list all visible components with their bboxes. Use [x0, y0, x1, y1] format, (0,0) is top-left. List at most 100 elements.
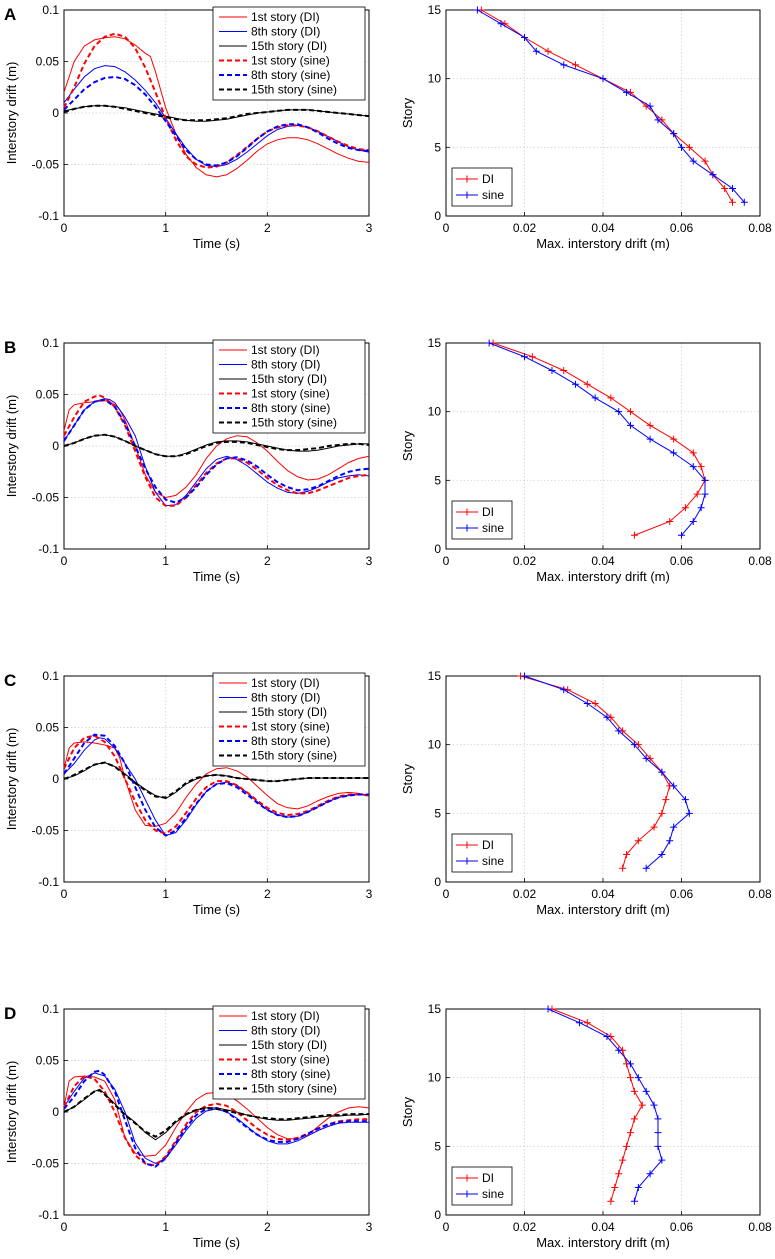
y-axis-label: Interstory drift (m): [4, 1061, 19, 1164]
legend-box: [212, 6, 366, 101]
data-marker: [473, 6, 481, 14]
data-marker: [721, 185, 729, 193]
legend: DI sine: [451, 1166, 513, 1206]
x-tick-label: 0: [443, 221, 450, 235]
x-tick-label: 0.06: [670, 221, 694, 235]
series-line: [63, 398, 370, 507]
data-marker: [591, 699, 599, 707]
legend-label: 1st story (DI): [251, 343, 320, 357]
legend-marker: [463, 508, 471, 516]
legend-label: sine: [482, 521, 504, 535]
x-tick-label: 1: [162, 887, 169, 901]
y-tick-label: 15: [428, 336, 442, 350]
series-line: [63, 75, 370, 167]
x-tick-label: 1: [162, 554, 169, 568]
x-tick-label: 0.08: [748, 887, 772, 901]
data-marker: [521, 33, 528, 41]
data-marker: [603, 1032, 611, 1040]
x-tick-label: 0.02: [513, 554, 537, 568]
profile-line: [477, 9, 745, 203]
axes-frame: [445, 675, 761, 883]
legend-label: sine: [482, 1187, 504, 1201]
x-tick-label: 3: [366, 221, 373, 235]
data-marker: [701, 490, 709, 498]
data-marker: [697, 463, 705, 471]
y-tick-label: 0: [52, 1105, 59, 1119]
legend-label: 8th story (DI): [251, 1024, 320, 1038]
data-marker: [521, 672, 528, 680]
data-marker: [623, 1142, 631, 1150]
panel-letter: D: [4, 1004, 16, 1023]
y-tick-label: 10: [428, 72, 442, 86]
data-marker: [642, 754, 650, 762]
x-tick-label: 0: [61, 887, 68, 901]
x-tick-label: 3: [366, 887, 373, 901]
data-marker: [681, 504, 689, 512]
data-marker: [678, 531, 685, 539]
data-marker: [626, 1060, 634, 1068]
series-line: [63, 398, 370, 504]
data-marker: [634, 837, 642, 845]
data-marker: [583, 380, 591, 388]
data-marker: [650, 1101, 658, 1109]
data-marker: [654, 1142, 662, 1150]
y-tick-label: -0.05: [32, 1157, 60, 1171]
legend-label: 8th story (DI): [251, 25, 320, 39]
legend-label: 15th story (DI): [251, 1038, 327, 1052]
legend-label: 1st story (DI): [251, 1009, 320, 1023]
panel-letter: B: [4, 338, 16, 357]
profile-chart: 0 0.02 0.04 0.06 0.08 0 5 10 15 Max. interstory d…: [400, 3, 772, 251]
legend-label: 8th story (sine): [251, 734, 330, 748]
legend: 1st story (DI)8th story (DI)15th story (…: [212, 672, 366, 767]
legend-label: 1st story (sine): [251, 54, 330, 68]
legend: DI sine: [451, 167, 513, 207]
data-marker: [650, 823, 658, 831]
x-axis-label: Time (s): [193, 236, 240, 251]
x-tick-label: 2: [264, 1220, 271, 1234]
series-line: [63, 734, 370, 835]
data-marker: [658, 768, 666, 776]
y-tick-label: 10: [428, 1071, 442, 1085]
x-axis-label: Max. interstory drift (m): [536, 902, 670, 917]
data-marker: [670, 130, 678, 138]
x-tick-label: 1: [162, 1220, 169, 1234]
legend-label: 8th story (DI): [251, 691, 320, 705]
data-marker: [740, 198, 748, 206]
panel-letter: C: [4, 671, 16, 690]
profile-line: [551, 1008, 643, 1202]
y-tick-label: 0: [434, 875, 441, 889]
profile-chart: 0 0.02 0.04 0.06 0.08 0 5 10 15 Max. interstory d…: [400, 1002, 772, 1250]
profile-line: [481, 9, 733, 203]
data-marker: [666, 837, 674, 845]
axes-frame: [445, 1008, 761, 1216]
legend: DI sine: [451, 500, 513, 540]
y-tick-label: 0: [434, 1208, 441, 1222]
data-marker: [548, 366, 556, 374]
data-marker: [654, 1129, 662, 1137]
legend-box: [451, 1166, 513, 1206]
legend-box: [212, 1005, 366, 1100]
data-marker: [638, 1101, 646, 1109]
legend-marker: [463, 524, 471, 532]
x-tick-label: 0.04: [591, 1220, 615, 1234]
y-tick-label: 10: [428, 405, 442, 419]
legend-label: 15th story (sine): [251, 749, 337, 763]
data-marker: [572, 380, 580, 388]
y-tick-label: 15: [428, 3, 442, 17]
y-tick-label: -0.1: [38, 1208, 59, 1222]
legend-label: 8th story (sine): [251, 401, 330, 415]
series-line: [63, 36, 370, 178]
series-line: [63, 761, 369, 800]
y-tick-label: 5: [434, 1139, 441, 1153]
data-marker: [693, 490, 701, 498]
series-line: [63, 1089, 369, 1138]
x-tick-label: 2: [264, 221, 271, 235]
x-tick-label: 0.02: [513, 1220, 537, 1234]
y-tick-label: 0.1: [42, 336, 59, 350]
data-marker: [654, 116, 662, 124]
data-marker: [685, 143, 693, 151]
x-tick-label: 3: [366, 1220, 373, 1234]
legend: 1st story (DI)8th story (DI)15th story (…: [212, 1005, 366, 1100]
panel-d: D 0 1 2 3 -0.1 -0.05 0 0.05 0.1 Time (s) Interstory…: [4, 1002, 772, 1250]
